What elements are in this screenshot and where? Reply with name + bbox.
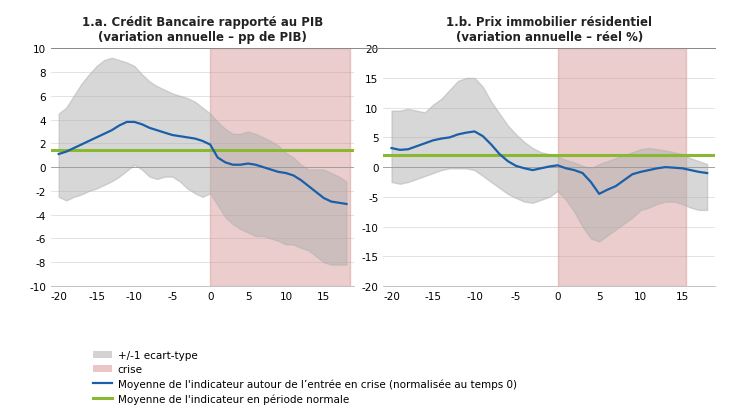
Bar: [558, 49, 686, 286]
Legend: +/-1 ecart-type, crise, Moyenne de l'indicateur autour de l’entrée en crise (nor: +/-1 ecart-type, crise, Moyenne de l'ind…: [93, 351, 517, 404]
Title: 1.a. Crédit Bancaire rapporté au PIB
(variation annuelle – pp de PIB): 1.a. Crédit Bancaire rapporté au PIB (va…: [82, 16, 323, 44]
Bar: [210, 49, 350, 286]
Title: 1.b. Prix immobilier résidentiel
(variation annuelle – réel %): 1.b. Prix immobilier résidentiel (variat…: [446, 16, 653, 44]
